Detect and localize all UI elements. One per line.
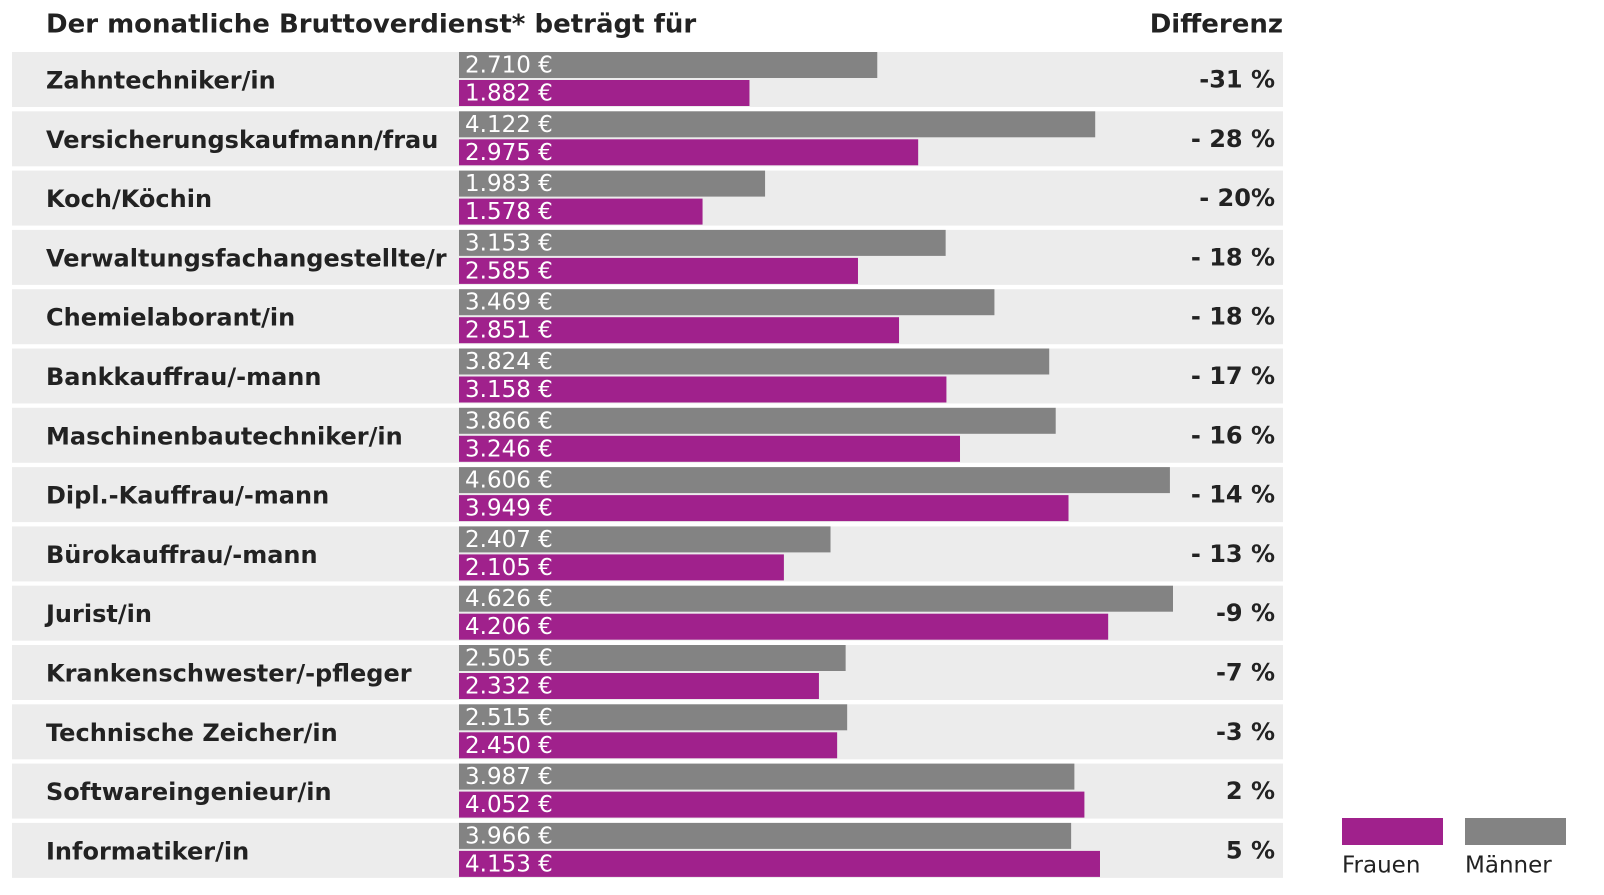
bar — [459, 317, 900, 344]
difference-label: -7 % — [1216, 659, 1275, 687]
category-label: Softwareingenieur/in — [46, 778, 332, 806]
value-label: 4.153 € — [465, 851, 553, 877]
category-label: Bürokauffrau/-mann — [46, 541, 318, 569]
difference-label: - 20% — [1199, 184, 1275, 212]
value-label: 3.469 € — [465, 290, 553, 316]
bar — [459, 673, 819, 699]
difference-label: 2 % — [1226, 777, 1275, 805]
difference-label: -31 % — [1199, 66, 1275, 94]
value-label: 2.332 € — [465, 674, 553, 700]
bar — [459, 376, 947, 403]
value-label: 3.949 € — [465, 496, 553, 522]
value-label: 2.710 € — [465, 53, 553, 79]
difference-label: - 13 % — [1191, 540, 1275, 568]
category-label: Chemielaborant/in — [46, 304, 295, 332]
bar — [459, 348, 1050, 375]
bar — [459, 467, 1170, 494]
bar — [459, 732, 838, 759]
bar — [459, 80, 750, 106]
value-label: 3.158 € — [465, 377, 553, 403]
bar — [459, 170, 766, 197]
chart-title: Der monatliche Bruttoverdienst* beträgt … — [46, 10, 696, 40]
difference-label: 5 % — [1226, 836, 1275, 864]
legend-swatch — [1342, 818, 1443, 845]
value-label: 2.585 € — [465, 258, 553, 284]
value-label: 4.206 € — [465, 614, 553, 640]
category-label: Koch/Köchin — [46, 185, 212, 213]
bar — [459, 495, 1069, 522]
value-label: 3.246 € — [465, 436, 553, 462]
bar — [459, 554, 784, 581]
bar — [459, 289, 995, 316]
legend-label: Männer — [1465, 853, 1552, 879]
category-label: Informatiker/in — [46, 837, 249, 865]
bar — [459, 198, 703, 225]
bar — [459, 850, 1100, 877]
value-label: 1.578 € — [465, 199, 553, 225]
value-label: 3.153 € — [465, 230, 553, 256]
bar — [459, 791, 1085, 818]
value-label: 4.626 € — [465, 586, 553, 612]
value-label: 3.966 € — [465, 823, 553, 849]
difference-label: - 18 % — [1191, 303, 1275, 331]
value-label: 2.105 € — [465, 555, 553, 581]
value-label: 3.824 € — [465, 349, 553, 375]
bar — [459, 407, 1056, 434]
bar — [459, 139, 919, 166]
value-label: 2.515 € — [465, 705, 553, 731]
bar — [459, 526, 831, 553]
bar — [459, 229, 946, 256]
bar — [459, 585, 1173, 612]
value-label: 4.122 € — [465, 112, 553, 138]
bar — [459, 111, 1096, 138]
bar — [459, 704, 848, 731]
value-label: 1.983 € — [465, 171, 553, 197]
value-label: 2.505 € — [465, 646, 553, 672]
bar — [459, 257, 858, 284]
category-label: Versicherungskaufmann/frau — [46, 126, 438, 154]
difference-label: - 18 % — [1191, 243, 1275, 271]
value-label: 4.606 € — [465, 468, 553, 494]
value-label: 2.450 € — [465, 733, 553, 759]
bar — [459, 52, 878, 78]
legend-label: Frauen — [1342, 853, 1420, 879]
category-label: Jurist/in — [44, 600, 152, 628]
difference-label: -3 % — [1216, 718, 1275, 746]
value-label: 2.407 € — [465, 527, 553, 553]
value-label: 3.866 € — [465, 408, 553, 434]
category-label: Verwaltungsfachangestellte/r — [46, 244, 447, 272]
value-label: 4.052 € — [465, 792, 553, 818]
difference-label: - 28 % — [1191, 125, 1275, 153]
difference-label: -9 % — [1216, 599, 1275, 627]
bar — [459, 763, 1075, 790]
difference-label: - 16 % — [1191, 421, 1275, 449]
value-label: 3.987 € — [465, 764, 553, 790]
difference-label: - 17 % — [1191, 362, 1275, 390]
difference-header: Differenz — [1150, 10, 1283, 40]
category-label: Zahntechniker/in — [46, 67, 276, 95]
bar — [459, 613, 1109, 640]
category-label: Dipl.-Kauffrau/-mann — [46, 482, 329, 510]
category-label: Maschinenbautechniker/in — [46, 422, 403, 450]
bar — [459, 645, 846, 671]
value-label: 2.851 € — [465, 318, 553, 344]
legend-swatch — [1465, 818, 1566, 845]
category-label: Bankkauffrau/-mann — [46, 363, 321, 391]
bar — [459, 822, 1072, 849]
category-label: Technische Zeicher/in — [46, 719, 338, 747]
value-label: 1.882 € — [465, 81, 553, 107]
value-label: 2.975 € — [465, 140, 553, 166]
category-label: Krankenschwester/-pfleger — [46, 660, 412, 688]
difference-label: - 14 % — [1191, 481, 1275, 509]
bar — [459, 435, 961, 462]
